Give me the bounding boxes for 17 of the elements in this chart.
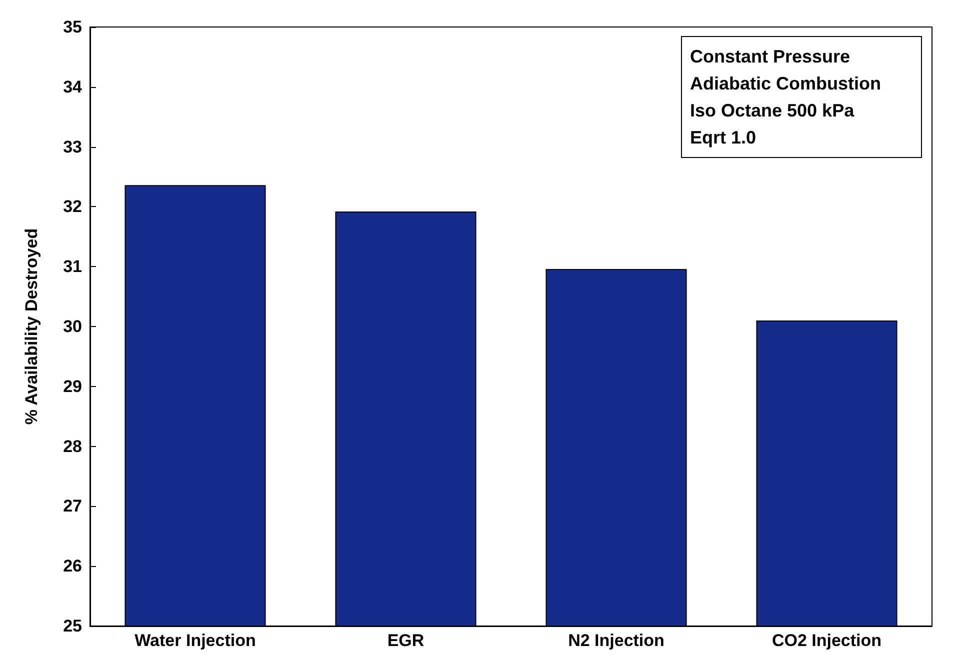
- x-tick-label: CO2 Injection: [772, 631, 882, 650]
- y-axis-title: % Availability Destroyed: [22, 228, 41, 425]
- x-tick-label: Water Injection: [134, 631, 256, 650]
- x-tick-label: N2 Injection: [568, 631, 664, 650]
- y-tick-label: 29: [63, 376, 82, 396]
- y-tick-label: 28: [63, 436, 82, 456]
- y-tick-label: 35: [63, 18, 82, 36]
- y-tick-label: 31: [63, 257, 82, 276]
- y-tick-label: 30: [63, 317, 82, 336]
- y-tick-label: 25: [63, 616, 82, 636]
- x-tick-label: EGR: [387, 631, 424, 650]
- y-tick-label: 27: [63, 496, 82, 516]
- y-tick-label: 26: [63, 556, 82, 576]
- annotation: Constant Pressure Adiabatic Combustion Iso Octane 500 kPa Eqrt 1.0: [690, 46, 882, 148]
- y-tick-label: 33: [63, 137, 82, 156]
- y-tick-label: 32: [63, 197, 82, 216]
- y-tick-label: 34: [63, 77, 83, 96]
